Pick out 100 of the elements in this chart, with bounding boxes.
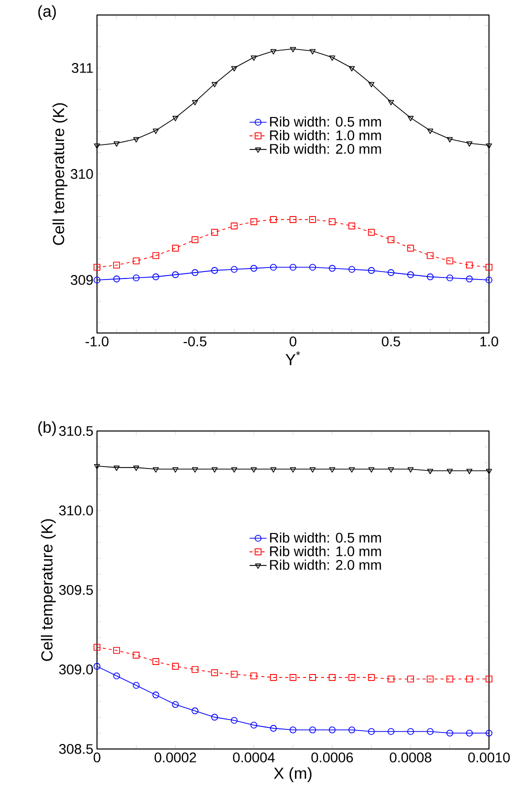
point bbox=[388, 269, 394, 276]
legend-label: Rib width: 0.5 mm bbox=[270, 532, 381, 543]
y-axis-title: Cell temperature (K) bbox=[52, 103, 68, 245]
x-tick-label: 1.0 bbox=[480, 336, 498, 346]
point bbox=[466, 141, 472, 147]
point bbox=[328, 726, 336, 734]
point bbox=[114, 141, 120, 147]
point bbox=[446, 137, 453, 142]
point bbox=[133, 466, 140, 471]
y-tick-label: 309 bbox=[70, 275, 93, 285]
y-tick-label: 310.0 bbox=[59, 506, 93, 516]
point bbox=[348, 266, 356, 273]
point bbox=[328, 674, 336, 681]
x-tick-label: 0 bbox=[290, 336, 296, 346]
y-tick-label: 308.5 bbox=[59, 744, 93, 754]
point bbox=[426, 728, 434, 735]
point bbox=[309, 674, 316, 681]
x-tick-label: 0.0010 bbox=[468, 752, 510, 762]
point bbox=[388, 728, 394, 735]
point bbox=[328, 264, 336, 272]
point bbox=[152, 252, 160, 260]
point bbox=[172, 701, 179, 708]
point bbox=[270, 674, 277, 681]
x-tick-label: 0.0004 bbox=[233, 752, 275, 762]
point bbox=[230, 222, 238, 230]
point bbox=[388, 236, 394, 244]
point bbox=[329, 55, 336, 61]
point bbox=[270, 49, 276, 54]
x-axis-title: Y$^{*}$ bbox=[286, 351, 300, 366]
point bbox=[133, 137, 140, 142]
point bbox=[309, 726, 316, 734]
point bbox=[368, 267, 375, 274]
point bbox=[466, 730, 473, 736]
point bbox=[113, 276, 120, 282]
point bbox=[113, 672, 120, 680]
point bbox=[192, 269, 198, 276]
point bbox=[407, 244, 414, 252]
x-tick-label: -0.5 bbox=[184, 336, 206, 346]
legend-label: Rib width: 1.0 mm bbox=[270, 130, 381, 140]
point bbox=[172, 116, 178, 122]
point bbox=[388, 676, 394, 682]
point bbox=[486, 276, 492, 284]
y-tick-label: 311 bbox=[72, 63, 93, 73]
point bbox=[94, 264, 100, 271]
point bbox=[250, 55, 257, 61]
point bbox=[290, 467, 296, 473]
point bbox=[427, 468, 434, 474]
point bbox=[230, 670, 238, 678]
point bbox=[486, 143, 492, 149]
point bbox=[290, 47, 296, 52]
point bbox=[230, 716, 238, 724]
point bbox=[231, 66, 238, 72]
point bbox=[407, 676, 414, 682]
point bbox=[172, 244, 179, 252]
point bbox=[388, 100, 394, 106]
point bbox=[94, 143, 100, 149]
point bbox=[290, 216, 296, 223]
point bbox=[94, 662, 100, 670]
point bbox=[348, 726, 356, 734]
point bbox=[446, 258, 454, 264]
point bbox=[113, 647, 120, 654]
point bbox=[309, 216, 316, 223]
x-tick-label: 0.0002 bbox=[154, 752, 196, 762]
point bbox=[388, 467, 394, 473]
point bbox=[250, 218, 258, 226]
point bbox=[132, 258, 140, 264]
point bbox=[132, 682, 140, 689]
point bbox=[486, 264, 492, 271]
point bbox=[426, 676, 434, 682]
point bbox=[192, 707, 198, 714]
y-tick-label: 309.0 bbox=[59, 664, 93, 674]
point bbox=[270, 264, 277, 271]
point bbox=[309, 264, 316, 271]
point bbox=[368, 728, 375, 735]
point bbox=[114, 466, 120, 471]
point bbox=[172, 467, 178, 473]
point bbox=[486, 730, 492, 736]
point bbox=[486, 468, 492, 474]
point bbox=[230, 266, 238, 273]
point bbox=[94, 644, 100, 651]
x-tick-label: 0 bbox=[94, 752, 100, 762]
point bbox=[132, 652, 140, 659]
point bbox=[270, 216, 277, 223]
point bbox=[172, 662, 179, 670]
point bbox=[250, 467, 257, 473]
point bbox=[446, 676, 454, 682]
x-tick-label: 0.5 bbox=[382, 336, 400, 346]
legend-label: Rib width: 2.0 mm bbox=[270, 144, 381, 154]
point bbox=[466, 468, 472, 474]
point bbox=[270, 467, 276, 473]
point bbox=[486, 676, 492, 682]
point bbox=[211, 669, 218, 676]
point bbox=[407, 728, 414, 735]
y-tick-label: 310 bbox=[70, 169, 93, 179]
point bbox=[368, 467, 374, 473]
point bbox=[407, 271, 414, 278]
point bbox=[348, 674, 356, 681]
point bbox=[368, 82, 374, 88]
legend-label: Rib width: 0.5 mm bbox=[270, 116, 381, 127]
point bbox=[427, 128, 434, 134]
